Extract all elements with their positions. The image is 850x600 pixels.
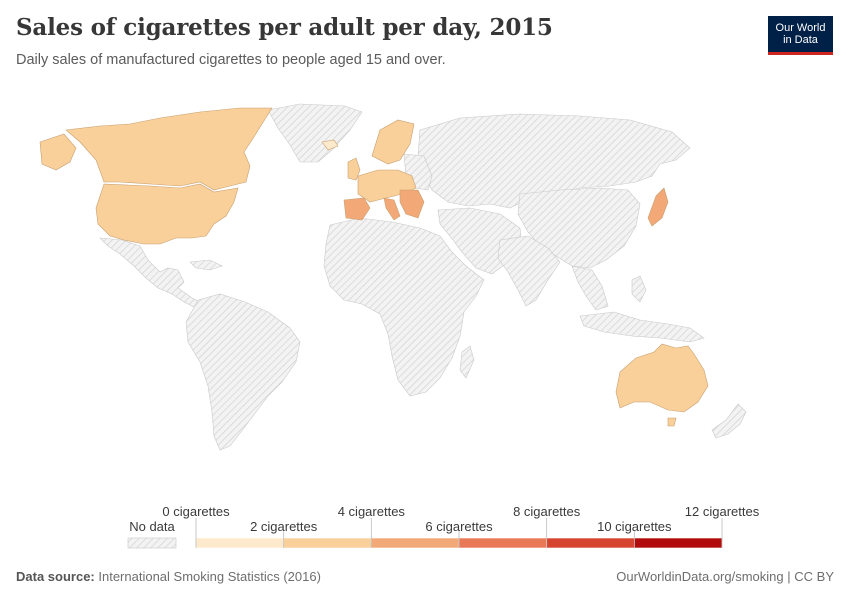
legend-label-2: 4 cigarettes xyxy=(338,504,406,519)
legend-bin-5[interactable] xyxy=(634,537,723,549)
region-uk-ireland[interactable] xyxy=(347,157,361,181)
legend-label-0: 0 cigarettes xyxy=(162,504,230,519)
region-south-asia[interactable] xyxy=(497,235,561,307)
legend-bin-0[interactable] xyxy=(195,537,284,549)
legend-label-3: 6 cigarettes xyxy=(425,519,493,534)
legend-bin-4[interactable] xyxy=(546,537,635,549)
region-italy[interactable] xyxy=(383,197,401,221)
data-regions xyxy=(39,107,709,427)
no-data-label: No data xyxy=(129,519,175,534)
footer-links: OurWorldinData.org/smoking | CC BY xyxy=(616,569,834,584)
region-new-zealand[interactable] xyxy=(711,403,747,439)
region-indonesia[interactable] xyxy=(579,311,705,343)
region-alaska[interactable] xyxy=(39,133,77,171)
legend-bin-1[interactable] xyxy=(283,537,372,549)
region-china-east-asia[interactable] xyxy=(517,187,641,269)
url-link[interactable]: OurWorldinData.org/smoking xyxy=(616,569,784,584)
legend-label-1: 2 cigarettes xyxy=(250,519,318,534)
legend-label-6: 12 cigarettes xyxy=(685,504,760,519)
region-southeast-asia[interactable] xyxy=(571,265,609,311)
region-caribbean[interactable] xyxy=(189,259,223,271)
region-africa[interactable] xyxy=(323,217,485,397)
region-iberia[interactable] xyxy=(343,197,371,221)
region-mexico-central-america[interactable] xyxy=(99,237,201,309)
legend-ticks: 0 cigarettes 2 cigarettes 4 cigarettes 6 ci… xyxy=(162,504,760,548)
source-text: International Smoking Statistics (2016) xyxy=(98,569,321,584)
separator: | xyxy=(787,569,795,584)
chart-title: Sales of cigarettes per adult per day, 2… xyxy=(16,14,553,41)
legend-bin-2[interactable] xyxy=(371,537,460,549)
region-tasmania[interactable] xyxy=(667,417,677,427)
legend-label-5: 10 cigarettes xyxy=(597,519,672,534)
region-philippines[interactable] xyxy=(631,275,647,303)
region-usa[interactable] xyxy=(95,183,239,245)
region-australia[interactable] xyxy=(615,343,709,413)
world-map xyxy=(39,103,747,451)
region-canada[interactable] xyxy=(65,107,273,191)
legend-bin-3[interactable] xyxy=(458,537,547,549)
source-label: Data source: xyxy=(16,569,95,584)
region-greenland[interactable] xyxy=(267,103,363,163)
region-japan[interactable] xyxy=(647,187,669,227)
map-legend: No data 0 cigarettes 2 cigarettes 4 cigare… xyxy=(127,504,760,549)
region-balkans[interactable] xyxy=(399,189,425,219)
owid-logo[interactable]: Our World in Data xyxy=(768,16,833,55)
logo-line-1: Our World xyxy=(775,22,826,34)
region-scandinavia[interactable] xyxy=(371,119,415,165)
region-russia-central-asia[interactable] xyxy=(417,113,691,209)
footer-source: Data source: International Smoking Stati… xyxy=(16,569,321,584)
region-madagascar[interactable] xyxy=(459,345,475,379)
region-iceland[interactable] xyxy=(321,139,339,151)
license-link[interactable]: CC BY xyxy=(794,569,834,584)
logo-line-2: in Data xyxy=(783,34,818,46)
no-data-regions xyxy=(99,103,747,451)
legend-label-4: 8 cigarettes xyxy=(513,504,581,519)
region-south-america[interactable] xyxy=(185,293,301,451)
no-data-swatch xyxy=(127,537,177,549)
chart-subtitle: Daily sales of manufactured cigarettes t… xyxy=(16,52,446,68)
